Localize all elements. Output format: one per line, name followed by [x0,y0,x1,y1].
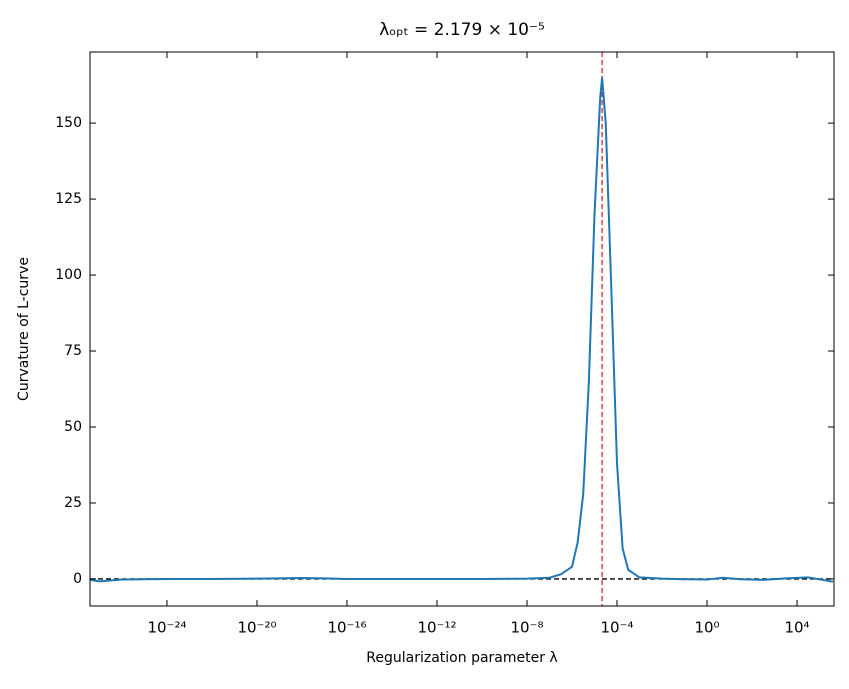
y-axis-label: Curvature of L-curve [16,257,32,401]
x-tick-label: 10⁻²⁴ [147,619,186,637]
y-tick-label: 75 [64,343,82,359]
x-tick-label: 10⁴ [784,619,809,637]
chart-title: λₒₚₜ = 2.179 × 10⁻⁵ [379,20,545,40]
y-tick-label: 150 [55,115,82,131]
x-tick-label: 10⁰ [694,619,719,637]
y-tick-label: 25 [64,495,82,511]
x-tick-label: 10⁻⁴ [600,619,633,637]
x-tick-label: 10⁻²⁰ [237,619,276,637]
curve [90,77,834,583]
y-tick-label: 0 [73,571,82,587]
x-tick-label: 10⁻¹² [417,619,456,637]
y-tick-label: 125 [55,191,82,207]
x-tick-label: 10⁻¹⁶ [327,619,366,637]
y-tick-label: 50 [64,419,82,435]
y-tick-label: 100 [55,267,82,283]
x-tick-label: 10⁻⁸ [510,619,543,637]
plot-frame [89,51,835,607]
x-axis-label: Regularization parameter λ [366,650,557,666]
